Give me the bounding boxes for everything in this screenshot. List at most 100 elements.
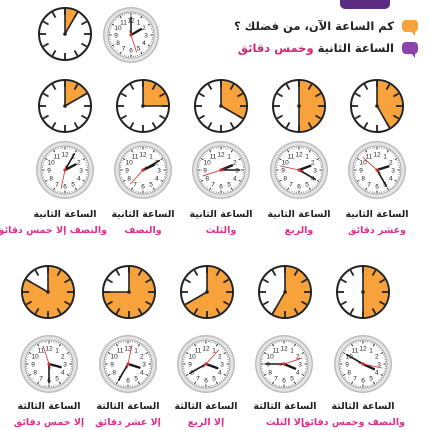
clock-numeral: 8 xyxy=(49,176,53,183)
hour-tick xyxy=(371,269,377,276)
clock-numeral: 3 xyxy=(235,168,239,175)
fraction-clock xyxy=(194,79,248,133)
minute-tick xyxy=(82,179,86,183)
minute-tick xyxy=(47,154,49,156)
hour-tick xyxy=(145,278,152,284)
hour-tick xyxy=(293,269,299,276)
minute-tick xyxy=(394,182,396,184)
clock-caption: الساعة الثانية والثلث xyxy=(179,210,263,235)
minute-tick xyxy=(160,157,164,161)
hour-tick xyxy=(193,308,199,315)
hour-hand xyxy=(47,362,62,369)
minute-tick xyxy=(215,343,219,347)
hour-tick xyxy=(56,308,62,315)
clock-numeral: 11 xyxy=(273,348,280,355)
clock-numeral: 6 xyxy=(129,48,133,55)
clock-numeral: 4 xyxy=(375,370,379,377)
clock-numeral: 10 xyxy=(32,354,40,361)
minute-tick xyxy=(114,19,116,22)
clock-center xyxy=(282,362,286,366)
minute-hand xyxy=(345,353,364,365)
minute-tick xyxy=(223,350,225,352)
minute-tick xyxy=(33,346,35,348)
minute-tick xyxy=(223,373,227,377)
clock-numeral: 5 xyxy=(71,181,75,188)
caption-minutes: إلا الربع xyxy=(187,416,225,428)
minute-tick xyxy=(46,156,48,158)
minute-tick xyxy=(61,381,63,383)
hour-tick xyxy=(42,20,49,26)
clock-numeral: 6 xyxy=(219,184,223,191)
minute-tick xyxy=(342,373,346,377)
clock-numeral: 2 xyxy=(142,25,146,32)
clock-caption: الساعة الثالثة إلا الربع xyxy=(164,402,248,427)
minute-tick xyxy=(235,186,237,188)
minute-tick xyxy=(65,378,67,380)
minute-tick xyxy=(311,151,313,153)
minute-tick xyxy=(137,343,141,347)
minute-tick xyxy=(66,350,68,352)
hour-tick xyxy=(64,278,71,284)
minute-tick xyxy=(111,44,115,47)
minute-tick xyxy=(185,351,189,355)
minute-tick xyxy=(52,149,56,153)
minute-tick xyxy=(82,182,84,184)
hour-tick xyxy=(106,300,113,306)
minute-tick xyxy=(300,378,302,380)
minute-tick xyxy=(298,380,300,382)
end-hand xyxy=(25,278,49,293)
minute-tick xyxy=(107,351,111,355)
hour-tick xyxy=(393,114,400,120)
hour-tick xyxy=(237,92,244,98)
minute-tick xyxy=(315,154,317,156)
minute-tick xyxy=(375,345,377,347)
hour-hand xyxy=(375,165,390,172)
caption-hour: الساعة الثانية xyxy=(345,209,409,220)
clock-caption: الساعة الثالثة إلا الثلث xyxy=(243,402,327,427)
hour-tick xyxy=(73,122,79,129)
minute-tick xyxy=(28,373,32,377)
hour-tick xyxy=(285,122,291,129)
clock-numeral: 7 xyxy=(55,181,59,188)
minute-tick xyxy=(235,152,237,154)
clock-numeral: 11 xyxy=(352,348,359,355)
clock-numeral: 8 xyxy=(116,40,120,47)
caption-minutes: إلا خمس دقائق xyxy=(13,416,85,428)
minute-tick xyxy=(380,350,382,352)
minute-tick xyxy=(380,376,382,378)
minute-tick xyxy=(300,348,302,350)
minute-tick xyxy=(129,187,131,189)
hour-tick xyxy=(115,269,121,276)
clock-center xyxy=(141,104,145,108)
minute-tick xyxy=(301,373,305,377)
minute-tick xyxy=(31,378,33,380)
clock-numeral: 11 xyxy=(38,348,45,355)
minute-tick xyxy=(119,51,122,55)
hour-tick xyxy=(115,308,121,315)
minute-tick xyxy=(79,186,81,188)
clock-numeral: 11 xyxy=(117,348,124,355)
minute-tick xyxy=(30,350,32,352)
fraction-clock xyxy=(258,265,312,319)
hour-tick xyxy=(129,122,135,129)
hour-tick xyxy=(42,92,49,98)
hour-tick xyxy=(349,308,355,315)
hour-tick xyxy=(137,308,143,315)
clock-numeral: 9 xyxy=(188,362,192,369)
minute-tick xyxy=(308,187,312,191)
minute-tick xyxy=(74,149,78,153)
minute-tick xyxy=(140,15,143,19)
clock-numeral: 3 xyxy=(391,168,395,175)
minute-tick xyxy=(61,345,63,347)
minute-tick xyxy=(375,381,377,383)
caption-hour: الساعة الثانية xyxy=(111,209,175,220)
caption-minutes: والنصف xyxy=(124,224,162,236)
minute-tick xyxy=(265,350,267,352)
hour-hand xyxy=(297,164,312,172)
minute-tick xyxy=(283,186,285,188)
minute-tick xyxy=(285,151,287,153)
minute-tick xyxy=(230,149,234,153)
clock-numeral: 6 xyxy=(204,378,208,385)
